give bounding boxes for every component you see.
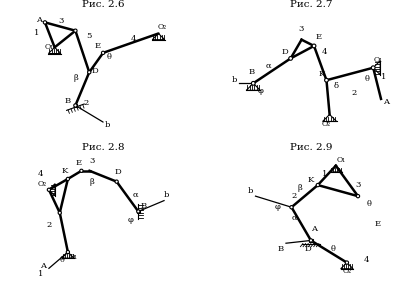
Text: 3: 3 [298,25,304,33]
Text: β: β [297,184,301,192]
Text: O₂: O₂ [38,180,47,188]
Text: E: E [373,220,380,228]
Text: b: b [104,121,110,129]
Circle shape [309,239,312,242]
Circle shape [58,211,61,214]
Text: θ: θ [60,256,65,264]
Circle shape [74,29,77,32]
Circle shape [251,82,254,85]
Text: 2: 2 [351,89,356,97]
Circle shape [356,194,359,198]
Text: B: B [64,97,70,105]
Text: D: D [114,168,121,176]
Bar [136,210,140,213]
Text: 4: 4 [38,170,43,178]
Text: O₁: O₁ [45,43,54,51]
Text: α: α [133,191,138,199]
Text: 1: 1 [38,270,43,278]
Text: 4: 4 [321,48,327,56]
Text: φ: φ [274,203,280,211]
Text: E: E [315,32,321,40]
Text: O₁: O₁ [373,56,382,64]
Text: θ: θ [366,200,370,208]
Circle shape [74,104,77,107]
Text: O₂: O₂ [158,23,167,30]
Text: E: E [94,42,100,50]
Circle shape [370,66,374,70]
Circle shape [47,188,50,192]
Circle shape [289,205,292,209]
Circle shape [43,21,47,24]
Text: 1: 1 [34,29,39,37]
Text: α: α [291,214,297,222]
Bar [74,104,77,107]
Circle shape [66,177,69,181]
Text: O₁: O₁ [336,156,345,164]
Text: b: b [231,76,237,84]
Text: 2: 2 [84,99,89,107]
Text: θ: θ [364,75,368,83]
Text: E: E [76,159,82,167]
Text: D: D [280,48,287,56]
Bar [309,239,312,242]
Text: β: β [90,178,95,186]
Text: O₂: O₂ [342,267,351,275]
Text: B: B [248,68,254,76]
Text: 5: 5 [86,32,92,40]
Text: D: D [304,245,311,253]
Text: β: β [73,74,78,82]
Circle shape [66,251,69,254]
Text: D: D [91,67,98,75]
Text: K: K [307,176,313,184]
Text: φ: φ [127,215,133,223]
Text: A: A [40,262,46,270]
Text: A: A [310,225,316,233]
Circle shape [80,169,83,172]
Title: Рис. 2.8: Рис. 2.8 [82,143,124,152]
Circle shape [101,51,104,54]
Text: A: A [36,16,42,24]
Text: O₁: O₁ [69,253,78,262]
Text: A: A [382,98,388,106]
Text: 4: 4 [363,256,368,264]
Text: 1: 1 [380,73,386,81]
Text: B: B [140,202,147,210]
Circle shape [316,184,319,187]
Text: θ: θ [330,245,335,253]
Text: α: α [266,62,271,70]
Text: K: K [62,167,68,175]
Text: B: B [277,245,283,253]
Text: O₂: O₂ [321,120,330,128]
Text: b: b [247,187,252,195]
Circle shape [324,78,328,82]
Title: Рис. 2.6: Рис. 2.6 [82,0,124,9]
Text: 4: 4 [131,35,136,43]
Text: 2: 2 [291,192,296,200]
Circle shape [115,180,118,183]
Circle shape [344,261,348,264]
Text: K: K [318,70,324,78]
Circle shape [88,71,91,74]
Text: θ: θ [106,53,111,61]
Title: Рис. 2.7: Рис. 2.7 [289,0,331,9]
Text: b: b [164,191,169,199]
Text: 1: 1 [321,170,327,178]
Title: Рис. 2.9: Рис. 2.9 [289,143,331,152]
Text: 2: 2 [46,221,52,229]
Text: 3: 3 [59,17,64,25]
Text: δ: δ [332,82,337,90]
Circle shape [136,210,140,213]
Circle shape [288,56,292,60]
Circle shape [311,44,315,48]
Text: φ: φ [257,87,263,95]
Text: 3: 3 [89,157,95,165]
Text: 3: 3 [354,181,360,189]
